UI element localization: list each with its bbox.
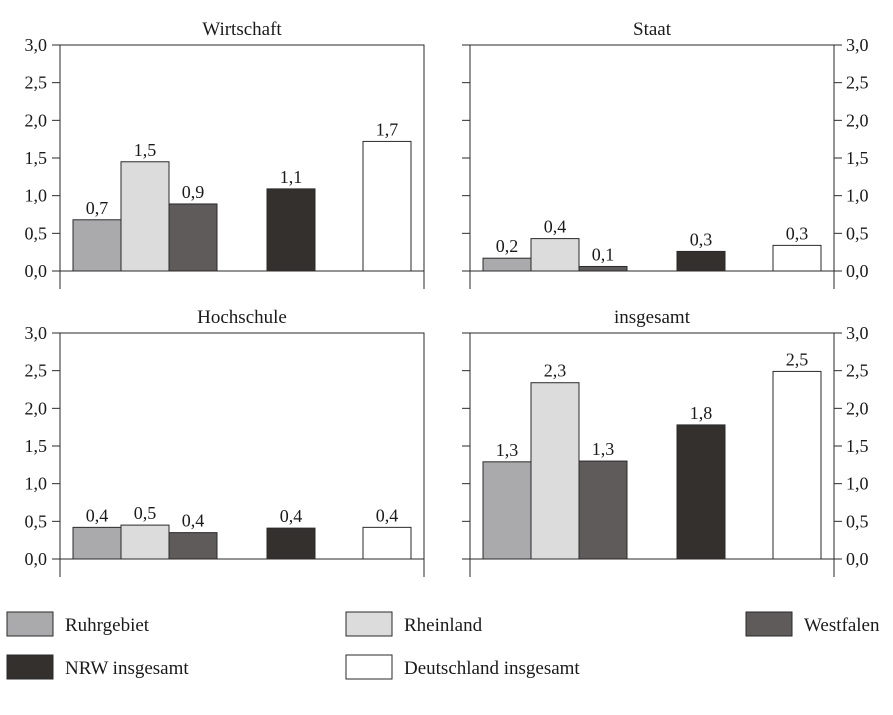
- y-tick-label: 0,5: [25, 511, 48, 531]
- y-tick-label: 2,0: [25, 398, 48, 418]
- bar-value-label: 0,9: [182, 182, 205, 202]
- bar-westfalen: [168, 203, 218, 272]
- bar-value-label: 1,3: [592, 439, 615, 459]
- bar-deutschland-insgesamt: [362, 140, 412, 272]
- bar-rheinland: [120, 161, 170, 272]
- bar-value-label: 2,5: [786, 349, 809, 369]
- y-tick-label: 1,5: [25, 148, 48, 168]
- y-tick-label: 0,0: [846, 261, 869, 281]
- y-tick-label: 2,0: [846, 398, 869, 418]
- legend-label: Deutschland insgesamt: [404, 658, 580, 679]
- bar-ruhrgebiet: [482, 461, 532, 560]
- bar-value-label: 0,4: [280, 506, 303, 526]
- y-tick-label: 1,5: [25, 436, 48, 456]
- bar-value-label: 0,4: [544, 217, 567, 237]
- legend-swatch: [6, 611, 54, 637]
- legend-swatch: [745, 611, 793, 637]
- panel-title: Wirtschaft: [202, 19, 282, 40]
- bar-value-label: 0,2: [496, 236, 519, 256]
- y-tick-label: 1,5: [846, 148, 869, 168]
- y-tick-label: 0,0: [25, 549, 48, 569]
- bar-value-label: 1,3: [496, 440, 519, 460]
- legend-label: Ruhrgebiet: [65, 615, 150, 636]
- bar-nrw-insgesamt: [266, 527, 316, 560]
- bar-value-label: 0,5: [134, 503, 157, 523]
- bar-nrw-insgesamt: [266, 188, 316, 272]
- bar-deutschland-insgesamt: [362, 526, 412, 560]
- y-tick-label: 1,0: [25, 474, 48, 494]
- legend-label: Westfalen: [804, 615, 880, 636]
- y-tick-label: 2,5: [25, 73, 48, 93]
- legend-swatch: [345, 611, 393, 637]
- bar-value-label: 0,3: [786, 223, 809, 243]
- bar-rheinland: [120, 524, 170, 560]
- bar-value-label: 1,1: [280, 167, 303, 187]
- bar-deutschland-insgesamt: [772, 244, 822, 272]
- y-tick-label: 1,0: [846, 186, 869, 206]
- y-tick-label: 0,5: [846, 511, 869, 531]
- y-tick-label: 2,5: [25, 361, 48, 381]
- bar-value-label: 0,4: [182, 511, 205, 531]
- bar-nrw-insgesamt: [676, 424, 726, 560]
- bar-value-label: 0,3: [690, 229, 713, 249]
- y-tick-label: 0,0: [25, 261, 48, 281]
- panel-frame: [469, 44, 835, 272]
- y-tick-label: 0,5: [25, 223, 48, 243]
- bar-value-label: 2,3: [544, 361, 567, 381]
- y-tick-label: 3,0: [846, 323, 869, 343]
- panel-title: insgesamt: [614, 307, 691, 328]
- y-tick-label: 2,0: [846, 110, 869, 130]
- bar-rheinland: [530, 382, 580, 560]
- bar-value-label: 1,5: [134, 140, 157, 160]
- bar-westfalen: [578, 460, 628, 560]
- y-tick-label: 1,0: [25, 186, 48, 206]
- legend-label: NRW insgesamt: [65, 658, 189, 679]
- y-tick-label: 3,0: [25, 323, 48, 343]
- bar-westfalen: [168, 532, 218, 560]
- legend-swatch: [6, 654, 54, 680]
- panel-frame: [59, 332, 425, 560]
- bar-ruhrgebiet: [482, 257, 532, 272]
- bar-value-label: 0,7: [86, 198, 109, 218]
- y-tick-label: 2,5: [846, 361, 869, 381]
- y-tick-label: 0,5: [846, 223, 869, 243]
- bar-ruhrgebiet: [72, 526, 122, 560]
- y-tick-label: 1,0: [846, 474, 869, 494]
- bar-ruhrgebiet: [72, 219, 122, 272]
- y-tick-label: 3,0: [846, 35, 869, 55]
- bar-value-label: 1,8: [690, 403, 713, 423]
- y-tick-label: 1,5: [846, 436, 869, 456]
- bar-deutschland-insgesamt: [772, 370, 822, 560]
- y-tick-label: 2,5: [846, 73, 869, 93]
- y-tick-label: 2,0: [25, 110, 48, 130]
- bar-westfalen: [578, 265, 628, 272]
- bar-nrw-insgesamt: [676, 250, 726, 272]
- y-tick-label: 3,0: [25, 35, 48, 55]
- bar-value-label: 0,1: [592, 244, 615, 264]
- bar-rheinland: [530, 238, 580, 272]
- bar-value-label: 0,4: [376, 505, 399, 525]
- y-tick-label: 0,0: [846, 549, 869, 569]
- panel-title: Staat: [633, 19, 672, 40]
- legend-swatch: [345, 654, 393, 680]
- bar-value-label: 0,4: [86, 505, 109, 525]
- legend-label: Rheinland: [404, 615, 483, 636]
- panel-title: Hochschule: [197, 307, 287, 328]
- bar-value-label: 1,7: [376, 119, 399, 139]
